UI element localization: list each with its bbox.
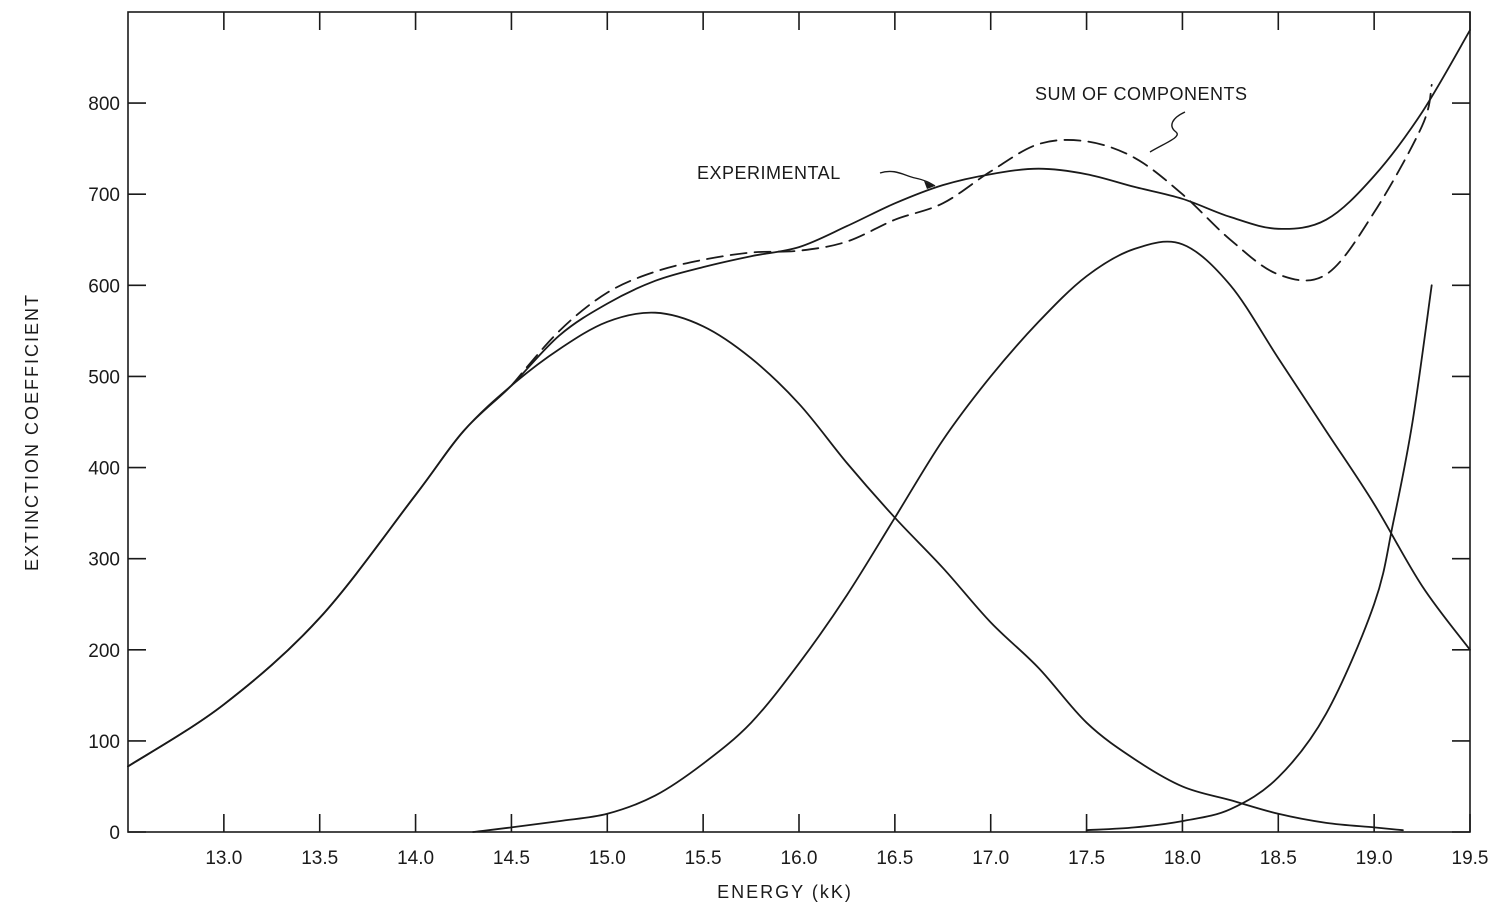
series-component-1 (127, 311, 1404, 832)
x-tick-label: 19.5 (1452, 848, 1489, 869)
y-tick-label: 300 (88, 550, 120, 571)
annotation-experimental-arrowhead (924, 181, 935, 189)
axis-tick-labels: 13.0 13.5 14.0 14.5 15.0 15.5 16.0 16.5 17.0 17.5… (88, 94, 1488, 869)
y-axis-label: EXTINCTION COEFFICIENT (22, 293, 42, 571)
x-tick-label: 13.5 (301, 848, 338, 869)
annotation-sum-leader (1149, 111, 1186, 153)
x-tick-label: 16.0 (781, 848, 818, 869)
y-tick-label: 600 (88, 276, 120, 297)
series-experimental (127, 29, 1471, 768)
series-component-3 (1085, 284, 1433, 832)
x-axis-label: ENERGY (kK) (717, 882, 853, 902)
x-tick-label: 17.5 (1068, 848, 1105, 869)
y-tick-label: 100 (88, 732, 120, 753)
axis-ticks (128, 12, 1471, 833)
x-tick-label: 14.5 (493, 848, 530, 869)
annotation-experimental: EXPERIMENTAL (697, 163, 841, 183)
x-tick-label: 14.0 (397, 848, 434, 869)
x-tick-label: 17.0 (972, 848, 1009, 869)
y-tick-label: 800 (88, 94, 120, 115)
y-tick-label: 200 (88, 641, 120, 662)
x-tick-label: 18.0 (1164, 848, 1201, 869)
x-tick-label: 13.0 (205, 848, 242, 869)
plot-frame (127, 11, 1471, 833)
series-sum (510, 84, 1433, 387)
y-tick-label: 700 (88, 185, 120, 206)
x-tick-label: 19.0 (1356, 848, 1393, 869)
data-curves (127, 29, 1471, 833)
x-tick-label: 15.0 (589, 848, 626, 869)
annotation-experimental-leader (879, 170, 936, 187)
x-tick-label: 16.5 (876, 848, 913, 869)
y-tick-label: 400 (88, 459, 120, 480)
y-tick-label: 0 (109, 823, 120, 844)
annotation-sum-of-components: SUM OF COMPONENTS (1035, 84, 1248, 104)
x-tick-label: 15.5 (685, 848, 722, 869)
series-component-2 (472, 240, 1471, 833)
x-tick-label: 18.5 (1260, 848, 1297, 869)
y-tick-label: 500 (88, 367, 120, 388)
